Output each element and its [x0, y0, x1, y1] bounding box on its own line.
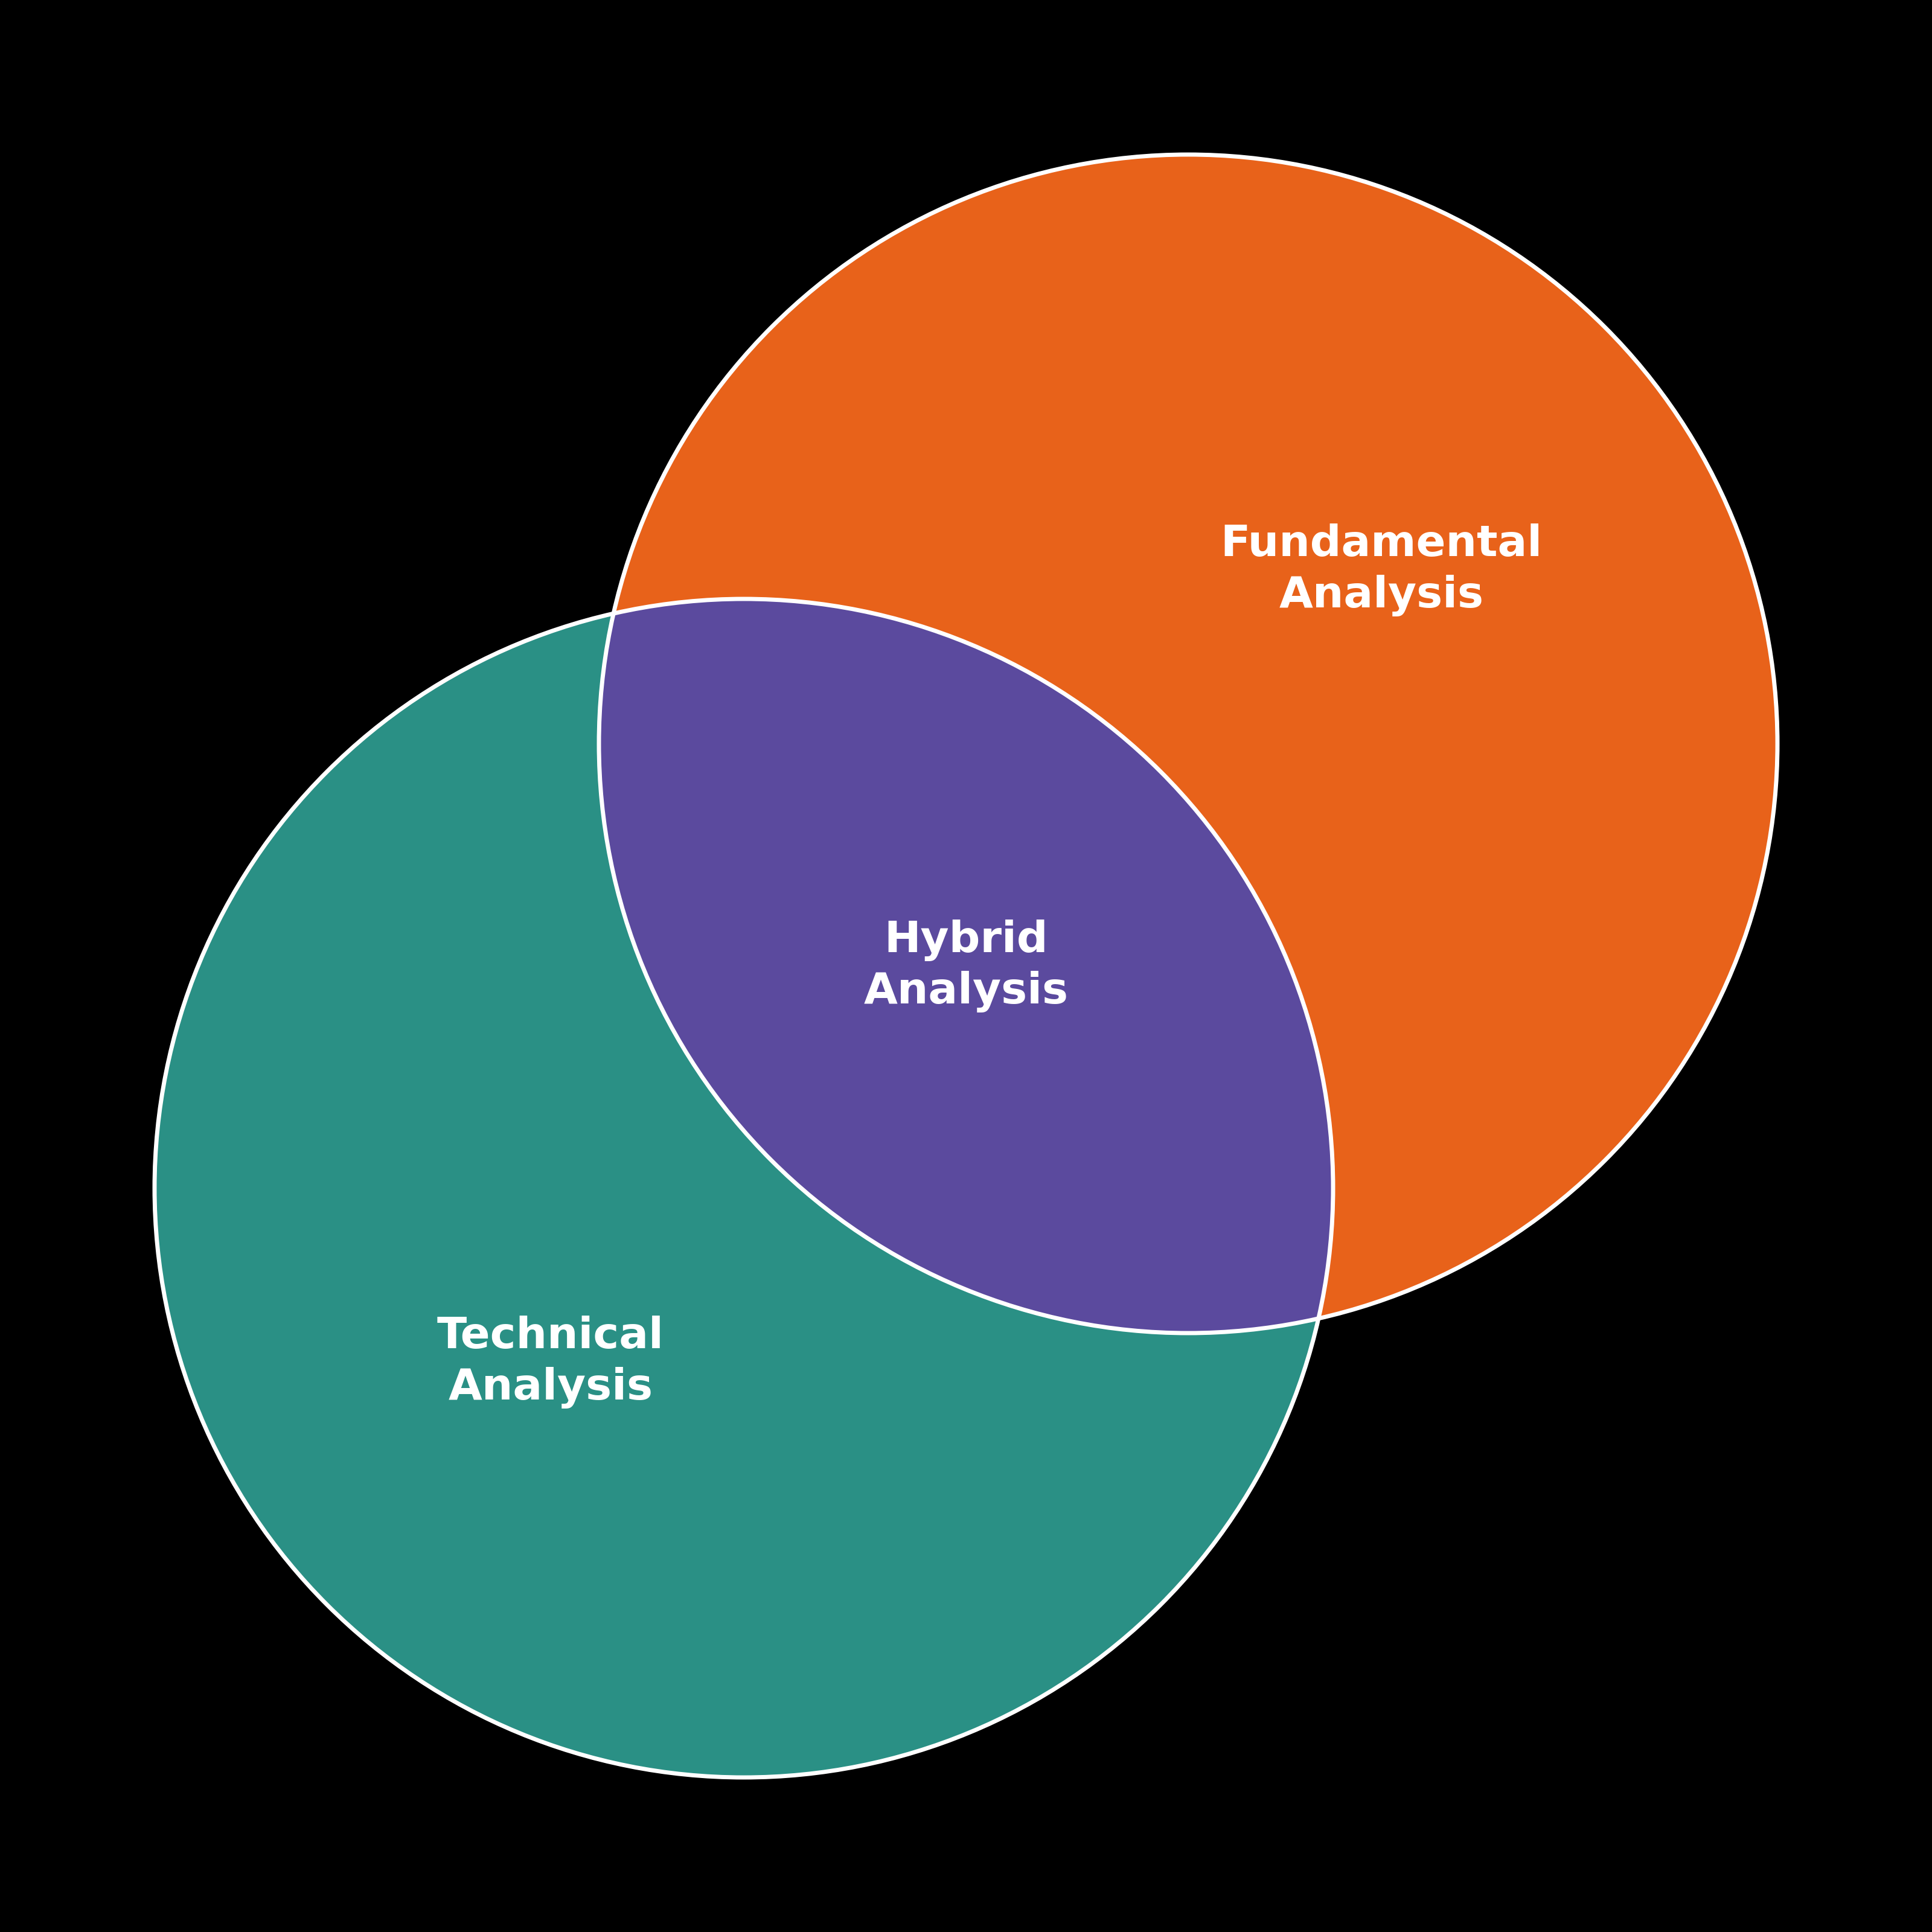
Circle shape	[599, 155, 1777, 1333]
Text: Fundamental
Analysis: Fundamental Analysis	[1221, 524, 1542, 616]
Polygon shape	[599, 599, 1333, 1333]
Text: Hybrid
Analysis: Hybrid Analysis	[864, 920, 1068, 1012]
Text: Technical
Analysis: Technical Analysis	[437, 1316, 665, 1408]
Circle shape	[155, 599, 1333, 1777]
